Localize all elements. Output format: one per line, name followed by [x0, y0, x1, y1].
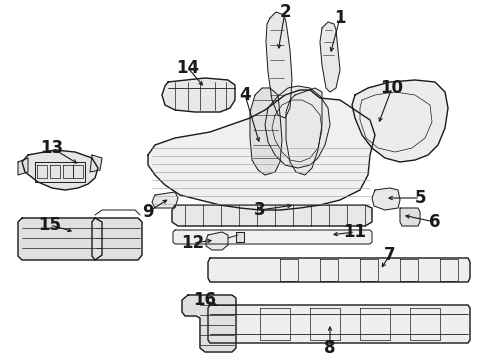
- Text: 16: 16: [194, 291, 217, 309]
- Polygon shape: [182, 295, 236, 352]
- Polygon shape: [92, 218, 142, 260]
- Polygon shape: [18, 218, 102, 260]
- Polygon shape: [208, 305, 470, 343]
- Polygon shape: [250, 88, 282, 175]
- Polygon shape: [266, 12, 292, 118]
- Text: 9: 9: [142, 203, 154, 221]
- Polygon shape: [265, 86, 330, 168]
- Polygon shape: [320, 22, 340, 92]
- Polygon shape: [206, 232, 228, 250]
- Text: 3: 3: [254, 201, 266, 219]
- Text: 5: 5: [414, 189, 426, 207]
- Polygon shape: [208, 258, 470, 282]
- Polygon shape: [18, 158, 28, 175]
- Text: 6: 6: [429, 213, 441, 231]
- Text: 14: 14: [176, 59, 199, 77]
- Polygon shape: [173, 230, 372, 244]
- Text: 11: 11: [343, 223, 367, 241]
- Text: 15: 15: [39, 216, 62, 234]
- Polygon shape: [352, 80, 448, 162]
- Text: 7: 7: [384, 246, 396, 264]
- Polygon shape: [162, 78, 235, 112]
- Polygon shape: [286, 88, 322, 175]
- Polygon shape: [152, 192, 178, 208]
- Polygon shape: [400, 208, 420, 226]
- Text: 4: 4: [239, 86, 251, 104]
- Polygon shape: [90, 155, 102, 172]
- Text: 10: 10: [381, 79, 403, 97]
- Polygon shape: [372, 188, 400, 210]
- Polygon shape: [236, 232, 244, 242]
- Text: 8: 8: [324, 339, 336, 357]
- Polygon shape: [22, 150, 98, 190]
- Polygon shape: [172, 205, 372, 226]
- Polygon shape: [148, 90, 375, 210]
- Text: 1: 1: [334, 9, 346, 27]
- Text: 13: 13: [41, 139, 64, 157]
- Text: 12: 12: [181, 234, 204, 252]
- Text: 2: 2: [279, 3, 291, 21]
